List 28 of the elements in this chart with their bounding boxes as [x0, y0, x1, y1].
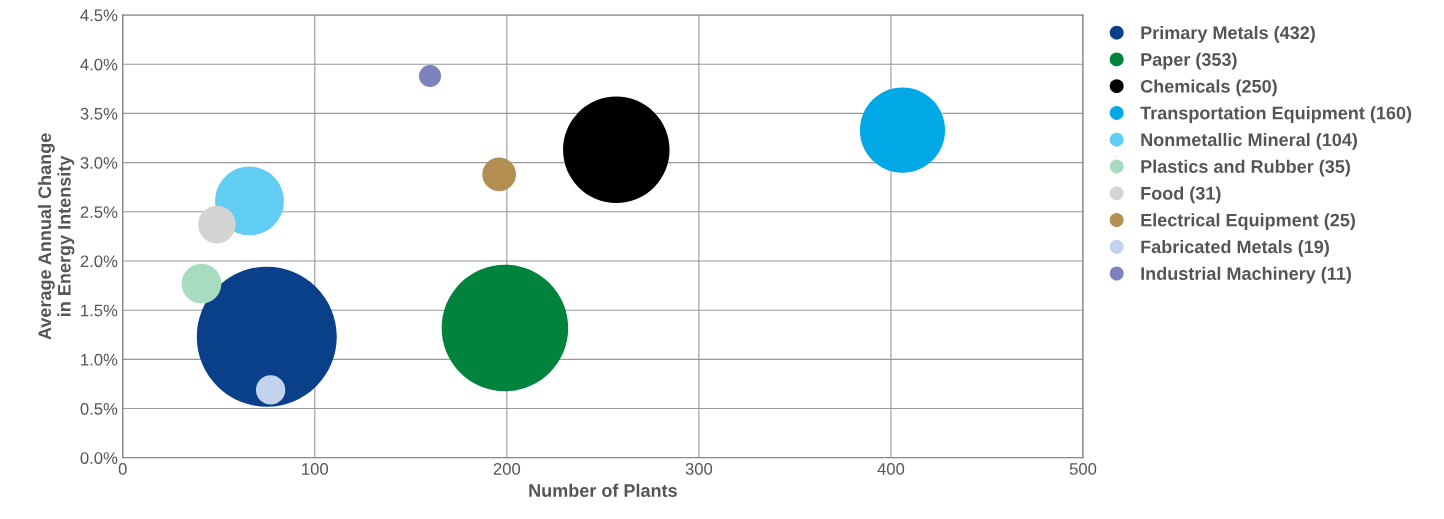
y-tick-label: 4.0%: [80, 58, 118, 71]
x-tick-label: 400: [877, 463, 905, 475]
y-axis-title: Average Annual Change in Energy Intensity: [37, 133, 75, 340]
legend-label: Electrical Equipment (25): [1141, 213, 1355, 231]
legend-label: Transportation Equipment (160): [1140, 106, 1412, 123]
y-tick-label: 3.0%: [80, 157, 118, 169]
legend-label: Nonmetallic Mineral (104): [1141, 132, 1357, 150]
y-tick-label: 3.5%: [80, 107, 118, 120]
y-tick-label: 2.0%: [80, 255, 118, 268]
legend-label: Plastics and Rubber (35): [1141, 159, 1350, 177]
x-tick-label: 100: [302, 463, 329, 475]
x-axis-title: Number of Plants: [529, 483, 677, 497]
legend-label: Fabricated Metals (19): [1141, 239, 1329, 257]
x-tick-label: 200: [493, 463, 521, 475]
legend-label: Primary Metals (432): [1141, 25, 1315, 43]
y-tick-label: 1.0%: [81, 353, 118, 366]
legend-label: Food (31): [1141, 186, 1221, 204]
legend-label: Industrial Machinery (11): [1141, 266, 1351, 284]
legend-label: Paper (353): [1141, 52, 1237, 70]
y-tick-label: 4.5%: [80, 9, 118, 22]
y-tick-label: 2.5%: [80, 206, 118, 219]
x-tick-label: 500: [1069, 463, 1097, 475]
legend-label: Chemicals (250): [1140, 79, 1277, 97]
x-tick-label: 300: [685, 463, 713, 475]
y-tick-label: 0.0%: [80, 452, 118, 464]
y-tick-label: 1.5%: [81, 304, 118, 317]
x-tick-label: 0: [118, 463, 127, 475]
y-tick-label: 0.5%: [80, 402, 118, 415]
